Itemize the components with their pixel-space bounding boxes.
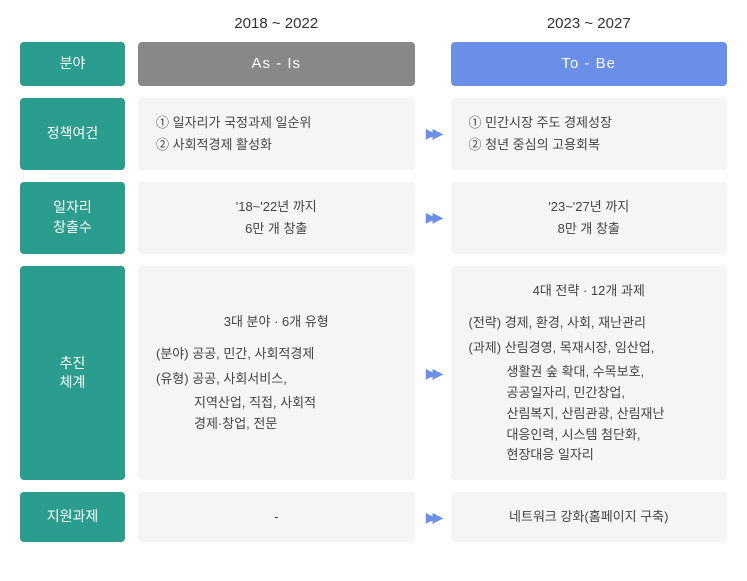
- policy-tobe: ① 민간시장 주도 경제성장 ② 청년 중심의 고용회복: [451, 98, 728, 170]
- system-asis-cont1: 지역산업, 직접, 사회적: [194, 393, 397, 414]
- policy-row: 정책여건 ① 일자리가 국정과제 일순위 ② 사회적경제 활성화 ▶▶ ① 민간…: [20, 98, 727, 170]
- jobs-asis: '18~'22년 까지 6만 개 창출: [138, 182, 415, 254]
- system-tobe-cat2: (과제) 산림경영, 목재시장, 임산업,: [469, 337, 710, 359]
- system-asis-cont2: 경제·창업, 전문: [194, 414, 397, 435]
- policy-asis: ① 일자리가 국정과제 일순위 ② 사회적경제 활성화: [138, 98, 415, 170]
- system-asis-cat2-label: (유형): [156, 371, 189, 386]
- arrow-cell: ▶▶: [415, 492, 451, 542]
- jobs-tobe-line2: 8만 개 창출: [558, 218, 620, 240]
- header-label: 분야: [20, 42, 125, 86]
- policy-asis-line1: ① 일자리가 국정과제 일순위: [156, 112, 397, 134]
- jobs-row: 일자리 창출수 '18~'22년 까지 6만 개 창출 ▶▶ '23~'27년 …: [20, 182, 727, 254]
- system-asis-cat1-text: 공공, 민간, 사회적경제: [192, 346, 314, 361]
- system-asis: 3대 분야 · 6개 유형 (분야) 공공, 민간, 사회적경제 (유형) 공공…: [138, 266, 415, 480]
- arrow-cell: ▶▶: [415, 98, 451, 170]
- system-label: 추진 체계: [20, 266, 125, 480]
- support-label: 지원과제: [20, 492, 125, 542]
- system-asis-indent: 지역산업, 직접, 사회적 경제·창업, 전문: [156, 393, 397, 435]
- system-tobe-cat2-label: (과제): [469, 340, 502, 355]
- header-arrow-gap: [415, 42, 451, 86]
- period-right: 2023 ~ 2027: [451, 15, 728, 32]
- support-asis: -: [138, 492, 415, 542]
- period-left: 2018 ~ 2022: [138, 15, 415, 32]
- jobs-tobe-line1: '23~'27년 까지: [548, 196, 629, 218]
- system-tobe-cont1: 생활권 숲 확대, 수목보호,: [507, 362, 710, 383]
- system-tobe-cont4: 대응인력, 시스템 첨단화,: [507, 425, 710, 446]
- system-asis-cat1: (분야) 공공, 민간, 사회적경제: [156, 343, 397, 365]
- period-row: 2018 ~ 2022 2023 ~ 2027: [20, 15, 727, 32]
- system-tobe: 4대 전략 · 12개 과제 (전략) 경제, 환경, 사회, 재난관리 (과제…: [451, 266, 728, 480]
- jobs-label: 일자리 창출수: [20, 182, 125, 254]
- system-asis-cat1-label: (분야): [156, 346, 189, 361]
- period-spacer: [20, 15, 138, 32]
- system-tobe-cont5: 현장대응 일자리: [507, 445, 710, 466]
- system-row: 추진 체계 3대 분야 · 6개 유형 (분야) 공공, 민간, 사회적경제 (…: [20, 266, 727, 480]
- system-tobe-indent: 생활권 숲 확대, 수목보호, 공공일자리, 민간창업, 산림복지, 산림관광,…: [469, 362, 710, 466]
- jobs-tobe: '23~'27년 까지 8만 개 창출: [451, 182, 728, 254]
- arrow-cell: ▶▶: [415, 182, 451, 254]
- arrow-icon: ▶▶: [426, 509, 440, 526]
- system-tobe-cat1-text: 경제, 환경, 사회, 재난관리: [505, 315, 646, 330]
- header-asis: As - Is: [138, 42, 415, 86]
- system-asis-cat2-text: 공공, 사회서비스,: [192, 371, 287, 386]
- system-tobe-cont3: 산림복지, 산림관광, 산림재난: [507, 404, 710, 425]
- policy-tobe-line2: ② 청년 중심의 고용회복: [469, 134, 710, 156]
- header-tobe: To - Be: [451, 42, 728, 86]
- jobs-asis-line1: '18~'22년 까지: [236, 196, 317, 218]
- system-tobe-cat1: (전략) 경제, 환경, 사회, 재난관리: [469, 312, 710, 334]
- system-tobe-cat2-text: 산림경영, 목재시장, 임산업,: [505, 340, 655, 355]
- policy-asis-line2: ② 사회적경제 활성화: [156, 134, 397, 156]
- arrow-icon: ▶▶: [426, 365, 440, 382]
- arrow-icon: ▶▶: [426, 209, 440, 226]
- system-asis-cat2: (유형) 공공, 사회서비스,: [156, 368, 397, 390]
- system-tobe-title: 4대 전략 · 12개 과제: [469, 280, 710, 302]
- policy-tobe-line1: ① 민간시장 주도 경제성장: [469, 112, 710, 134]
- jobs-asis-line2: 6만 개 창출: [245, 218, 307, 240]
- period-gap: [415, 15, 451, 32]
- arrow-cell: ▶▶: [415, 266, 451, 480]
- system-tobe-cat1-label: (전략): [469, 315, 502, 330]
- header-row: 분야 As - Is To - Be: [20, 42, 727, 86]
- system-asis-title: 3대 분야 · 6개 유형: [156, 311, 397, 333]
- support-tobe: 네트워크 강화(홈페이지 구축): [451, 492, 728, 542]
- policy-label: 정책여건: [20, 98, 125, 170]
- arrow-icon: ▶▶: [426, 125, 440, 142]
- system-tobe-cont2: 공공일자리, 민간창업,: [507, 383, 710, 404]
- support-row: 지원과제 - ▶▶ 네트워크 강화(홈페이지 구축): [20, 492, 727, 542]
